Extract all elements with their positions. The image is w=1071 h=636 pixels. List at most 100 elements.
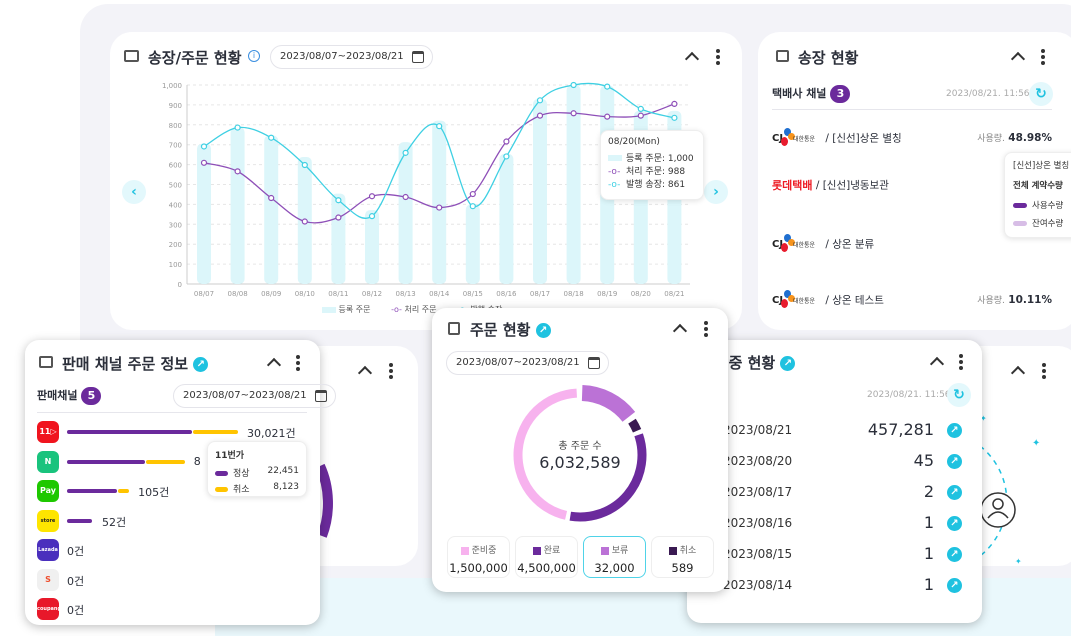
row-date: 2023/08/20	[723, 454, 793, 468]
more-menu-icon[interactable]	[1041, 49, 1045, 67]
data-point[interactable]	[469, 203, 476, 210]
data-point[interactable]	[234, 168, 241, 175]
segment-complete[interactable]	[569, 433, 647, 522]
preparing-row[interactable]: 2023/08/17 2 ↗	[687, 482, 982, 506]
data-point[interactable]	[604, 113, 611, 120]
data-point[interactable]	[671, 114, 678, 121]
data-point[interactable]	[503, 138, 510, 145]
preparing-row[interactable]: 2023/08/21 457,281 ↗	[687, 420, 982, 444]
bar-normal[interactable]	[67, 459, 145, 464]
lazada-icon: Lazada	[37, 539, 59, 561]
bar-registered-orders	[432, 120, 447, 284]
y-tick-label: 1,000	[162, 82, 182, 90]
segment-preparing[interactable]	[513, 388, 578, 520]
bar-cancel[interactable]	[145, 459, 185, 464]
data-point[interactable]	[436, 123, 443, 130]
legend-item: 등록 주문	[338, 305, 371, 314]
open-link-icon[interactable]: ↗	[947, 516, 962, 531]
refresh-button[interactable]: ↻	[947, 383, 971, 407]
data-point[interactable]	[402, 193, 409, 201]
order-status-card: 주문 현황 ↗ 2023/08/07~2023/08/21 총 주문 수 6,0…	[432, 308, 728, 592]
open-link-icon[interactable]: ↗	[947, 547, 962, 562]
data-point[interactable]	[604, 83, 611, 90]
data-point[interactable]	[402, 149, 409, 156]
data-point[interactable]	[200, 159, 208, 166]
stat-value: 589	[671, 561, 694, 575]
data-point[interactable]	[335, 197, 342, 204]
preparing-row[interactable]: 2023/08/14 1 ↗	[687, 575, 982, 599]
data-point[interactable]	[301, 161, 308, 169]
collapse-chevron-icon[interactable]	[1010, 51, 1026, 67]
cj-logo: CJ 대한통운	[772, 234, 822, 254]
channel-order-count: 52건	[102, 515, 127, 529]
data-point[interactable]	[268, 134, 275, 141]
data-point[interactable]	[368, 193, 376, 200]
data-point[interactable]	[536, 112, 544, 119]
open-link-icon[interactable]: ↗	[535, 323, 551, 338]
open-link-icon[interactable]: ↗	[947, 485, 962, 500]
open-link-icon[interactable]: ↗	[193, 357, 209, 372]
segment-cancel[interactable]	[628, 418, 642, 433]
more-menu-icon[interactable]	[959, 354, 963, 372]
stat-0[interactable]: 준비중 1,500,000	[447, 536, 510, 578]
date-range-picker[interactable]: 2023/08/07~2023/08/21	[270, 45, 433, 69]
bar-cancel[interactable]	[118, 489, 130, 493]
more-menu-icon[interactable]	[296, 355, 300, 373]
row-date: 2023/08/14	[723, 578, 793, 592]
carrier-row[interactable]: 롯데택배 / [신선]냉동보관	[772, 177, 1056, 197]
data-point[interactable]	[637, 112, 644, 119]
chart-prev-button[interactable]: ‹	[122, 180, 146, 204]
data-point[interactable]	[368, 213, 376, 220]
chart-next-button[interactable]: ›	[704, 180, 728, 204]
data-point[interactable]	[268, 194, 275, 202]
bar-normal[interactable]	[67, 489, 118, 493]
data-point[interactable]	[671, 100, 678, 108]
more-menu-icon[interactable]	[704, 321, 708, 339]
order-donut-chart	[513, 385, 647, 522]
11st-icon: 11▷	[37, 421, 59, 443]
data-point[interactable]	[536, 97, 544, 104]
open-link-icon[interactable]: ↗	[947, 423, 962, 438]
open-link-icon[interactable]: ↗	[947, 454, 962, 469]
data-point[interactable]	[335, 214, 342, 221]
carrier-row[interactable]: CJ 대한통운 / 상온 테스트 사용량. 10.11%	[772, 290, 1056, 310]
data-point[interactable]	[234, 124, 241, 131]
collapse-chevron-icon[interactable]	[266, 357, 282, 373]
refresh-button[interactable]: ↻	[1029, 82, 1053, 106]
invoice-order-card: 송장/주문 현황 i 2023/08/07~2023/08/21 0 100 200…	[110, 32, 742, 330]
collapse-chevron-icon[interactable]	[929, 356, 945, 372]
segment-hold[interactable]	[581, 385, 636, 423]
data-point[interactable]	[469, 190, 476, 198]
data-point[interactable]	[301, 218, 308, 225]
data-point[interactable]	[503, 153, 510, 160]
bar-cancel[interactable]	[192, 430, 238, 434]
preparing-row[interactable]: 2023/08/16 1 ↗	[687, 513, 982, 537]
open-link-icon[interactable]: ↗	[780, 356, 796, 371]
sales-channel-label: 판매채널 5	[37, 387, 102, 405]
x-tick-label: 08/07	[194, 290, 214, 298]
data-point[interactable]	[200, 143, 208, 150]
data-point[interactable]	[436, 204, 443, 211]
lotte-logo: 롯데택배	[772, 179, 813, 192]
stat-2[interactable]: 보류 32,000	[583, 536, 646, 578]
preparing-row[interactable]: 2023/08/15 1 ↗	[687, 544, 982, 568]
data-point[interactable]	[570, 110, 577, 117]
bar-normal[interactable]	[67, 430, 192, 434]
info-icon[interactable]: i	[248, 50, 260, 62]
date-range-picker[interactable]: 2023/08/07~2023/08/21	[446, 351, 609, 375]
open-link-icon[interactable]: ↗	[947, 578, 962, 593]
date-range-picker[interactable]: 2023/08/07~2023/08/21	[173, 384, 336, 408]
carrier-row[interactable]: CJ 대한통운 / 상온 분류	[772, 234, 1056, 254]
stat-3[interactable]: 취소 589	[651, 536, 714, 578]
preparing-row[interactable]: 2023/08/20 45 ↗	[687, 451, 982, 475]
more-menu-icon[interactable]	[1042, 363, 1046, 381]
bar-normal[interactable]	[67, 518, 93, 523]
more-menu-icon[interactable]	[389, 363, 393, 381]
data-point[interactable]	[570, 81, 577, 89]
carrier-row[interactable]: CJ 대한통운 / [신선]상온 별칭 사용량. 48.98%	[772, 128, 1056, 148]
invoice-order-chart: 0 100 200 300 400 500 600 700 800 900 1,000 08/07 08…	[162, 81, 690, 298]
cj-logo: CJ 대한통운	[772, 128, 822, 148]
more-menu-icon[interactable]	[716, 49, 720, 67]
data-point[interactable]	[637, 105, 644, 112]
stat-1[interactable]: 완료 4,500,000	[515, 536, 578, 578]
